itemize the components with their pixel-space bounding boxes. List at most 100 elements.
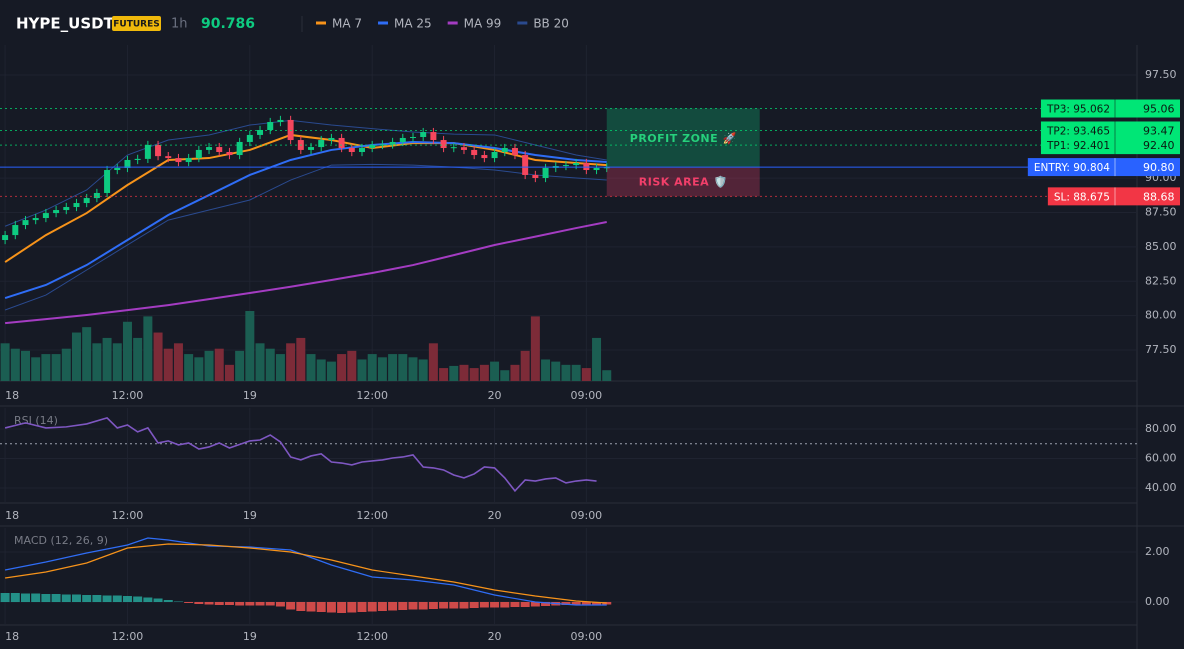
histogram-bar bbox=[510, 602, 520, 607]
histogram-bar bbox=[469, 602, 479, 608]
volume-bar bbox=[71, 332, 81, 381]
volume-bar bbox=[530, 316, 540, 381]
volume-bar bbox=[224, 364, 234, 381]
level-label: TP2: 93.465 bbox=[1046, 125, 1110, 137]
histogram-bar bbox=[82, 595, 92, 602]
legend-label: MA 99 bbox=[464, 17, 502, 31]
histogram-bar bbox=[184, 602, 194, 603]
candle-body bbox=[2, 235, 9, 241]
candle-body bbox=[134, 158, 141, 160]
histogram-bar bbox=[286, 602, 296, 610]
candle-body bbox=[104, 170, 111, 193]
histogram-bar bbox=[541, 602, 551, 606]
level-label: TP3: 95.062 bbox=[1046, 104, 1110, 116]
volume-bar bbox=[306, 354, 316, 381]
histogram-bar bbox=[326, 602, 336, 613]
volume-bar bbox=[408, 357, 418, 381]
level-label: TP1: 92.401 bbox=[1046, 140, 1110, 152]
candle-body bbox=[22, 220, 29, 226]
histogram-bar bbox=[347, 602, 357, 613]
level-axis-label: 88.68 bbox=[1143, 190, 1175, 203]
candle-body bbox=[165, 156, 172, 159]
candle-body bbox=[430, 132, 437, 141]
zone bbox=[606, 108, 760, 168]
y-tick-label: 40.00 bbox=[1145, 481, 1177, 494]
histogram-bar bbox=[143, 597, 153, 602]
volume-bar bbox=[275, 354, 285, 381]
volume-bar bbox=[510, 364, 520, 381]
candle-body bbox=[328, 137, 335, 141]
level-label-bg bbox=[1040, 136, 1180, 155]
volume-bar bbox=[265, 348, 275, 381]
macd-line bbox=[5, 543, 607, 604]
histogram-bar bbox=[92, 595, 102, 602]
candle-body bbox=[460, 147, 467, 150]
histogram-bar bbox=[357, 602, 367, 612]
level-label-bg bbox=[1040, 121, 1180, 140]
candle-body bbox=[63, 207, 70, 211]
histogram-bar bbox=[581, 602, 591, 605]
candle-body bbox=[522, 155, 529, 175]
volume-bar bbox=[418, 359, 428, 381]
candle-body bbox=[185, 158, 192, 163]
x-tick-label: 09:00 bbox=[570, 630, 602, 643]
candle-body bbox=[32, 218, 39, 221]
x-tick-label: 12:00 bbox=[112, 509, 144, 522]
candle-body bbox=[83, 198, 90, 204]
candle-body bbox=[175, 158, 182, 163]
level-label: ENTRY: 90.804 bbox=[1034, 162, 1110, 174]
candle-body bbox=[532, 174, 539, 178]
candle-body bbox=[409, 137, 416, 139]
volume-bar bbox=[388, 354, 398, 381]
candle-body bbox=[236, 141, 243, 156]
volume-bar bbox=[255, 343, 265, 381]
histogram-bar bbox=[41, 594, 51, 602]
histogram-bar bbox=[224, 602, 234, 605]
x-tick-label: 19 bbox=[243, 630, 257, 643]
candle-body bbox=[511, 148, 518, 156]
candle-body bbox=[216, 147, 223, 153]
histogram-bar bbox=[51, 594, 61, 602]
histogram-bar bbox=[520, 602, 530, 607]
volume-bar bbox=[204, 350, 214, 381]
histogram-bar bbox=[479, 602, 489, 608]
volume-bar bbox=[214, 348, 224, 381]
histogram-bar bbox=[367, 602, 377, 612]
histogram-bar bbox=[71, 594, 81, 602]
candle-body bbox=[155, 144, 162, 157]
candle-body bbox=[593, 167, 600, 171]
candle-body bbox=[420, 132, 427, 138]
volume-bar bbox=[520, 350, 530, 381]
histogram-bar bbox=[571, 602, 581, 605]
legend-label: MA 7 bbox=[332, 17, 362, 31]
level-label-bg bbox=[1027, 158, 1180, 177]
candle-body bbox=[338, 137, 345, 149]
volume-bar bbox=[347, 350, 357, 381]
volume-bar bbox=[122, 321, 132, 381]
candle-body bbox=[308, 147, 315, 150]
volume-bar bbox=[0, 343, 10, 381]
histogram-bar bbox=[449, 602, 459, 609]
volume-bar bbox=[500, 370, 510, 381]
level-axis-label: 95.06 bbox=[1143, 103, 1175, 116]
level-label-bg bbox=[1047, 187, 1180, 206]
volume-bar bbox=[133, 337, 143, 381]
x-tick-label: 18 bbox=[5, 509, 19, 522]
volume-bar bbox=[112, 343, 122, 381]
volume-bar bbox=[173, 343, 183, 381]
histogram-bar bbox=[337, 602, 347, 613]
y-tick-label: 80.00 bbox=[1145, 422, 1177, 435]
candle-body bbox=[277, 119, 284, 123]
candle-body bbox=[114, 167, 121, 171]
candle-body bbox=[369, 144, 376, 149]
candle-body bbox=[144, 144, 151, 159]
histogram-bar bbox=[490, 602, 500, 608]
histogram-bar bbox=[163, 600, 173, 602]
histogram-bar bbox=[500, 602, 510, 608]
histogram-bar bbox=[265, 602, 275, 606]
y-tick-label: 80.00 bbox=[1145, 309, 1177, 322]
y-tick-label: 77.50 bbox=[1145, 343, 1177, 356]
candle-body bbox=[450, 147, 457, 149]
histogram-bar bbox=[530, 602, 540, 607]
candle-body bbox=[399, 137, 406, 142]
